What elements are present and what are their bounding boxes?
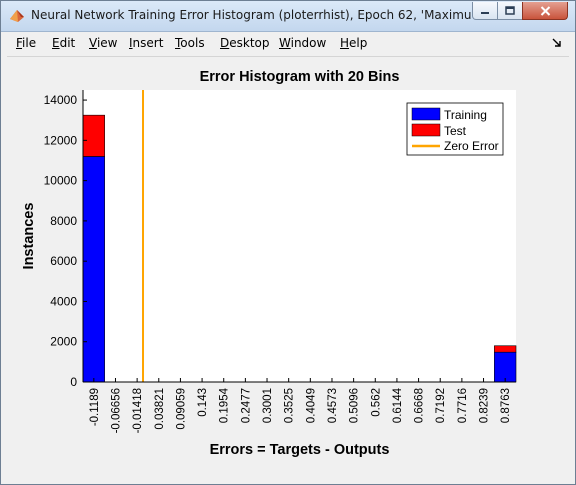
y-tick-label-1: 2000 [50, 335, 77, 349]
x-tick-label-14: 0.6144 [392, 387, 404, 423]
x-tick-label-12: 0.5096 [349, 388, 361, 423]
menu-window[interactable]: Window [279, 36, 327, 50]
legend-label-zero-error: Zero Error [444, 139, 499, 153]
y-tick-label-5: 10000 [44, 174, 78, 188]
y-axis-title: Instances [21, 203, 37, 270]
x-tick-label-0: -0.1189 [89, 388, 101, 426]
x-tick-label-16: 0.7192 [435, 388, 447, 423]
menu-bar: File Edit View Insert Tools Desktop Wind… [7, 32, 569, 55]
y-tick-label-2: 4000 [50, 294, 77, 308]
x-tick-label-11: 0.4573 [327, 388, 339, 423]
maximize-icon [505, 6, 515, 15]
menu-tools-rest: ools [180, 36, 205, 50]
menu-insert[interactable]: Insert [129, 36, 164, 50]
error-histogram-chart: 02000400060008000100001200014000-0.1189-… [21, 69, 517, 458]
menu-desktop-rest: esktop [229, 36, 270, 50]
y-tick-label-7: 14000 [44, 93, 78, 107]
legend-swatch-training [411, 107, 441, 121]
y-tick-label-3: 6000 [50, 254, 77, 268]
menu-file[interactable]: File [16, 36, 37, 50]
bar-training-19 [494, 351, 517, 383]
menu-file-rest: ile [22, 36, 37, 50]
x-tick-label-1: -0.06656 [110, 388, 122, 433]
x-tick-label-13: 0.562 [370, 388, 382, 417]
menu-view[interactable]: View [89, 36, 118, 50]
bar-test-0 [82, 114, 105, 157]
dock-arrow-icon[interactable] [551, 37, 563, 49]
y-tick-label-0: 0 [70, 375, 77, 389]
x-tick-label-10: 0.4049 [305, 388, 317, 423]
x-tick-label-5: 0.143 [197, 388, 209, 417]
close-icon [540, 5, 550, 16]
menu-edit-rest: dit [59, 36, 76, 50]
legend-label-test: Test [444, 124, 467, 138]
figure-canvas: 0 2000 4000 6000 8000 10000 12000 14000 -0.1189-… [7, 56, 569, 480]
x-tick-label-4: 0.09059 [175, 388, 187, 430]
x-tick-label-7: 0.2477 [240, 388, 252, 423]
bar-test-19 [494, 345, 517, 353]
x-tick-label-15: 0.6668 [414, 388, 426, 423]
menu-view-rest: iew [96, 36, 118, 50]
maximize-button[interactable] [497, 2, 523, 20]
title-bar[interactable]: Neural Network Training Error Histogram … [1, 1, 575, 32]
matlab-icon [10, 10, 24, 22]
minimize-button[interactable] [472, 2, 498, 20]
x-tick-label-6: 0.1954 [219, 387, 231, 423]
minimize-icon [481, 11, 489, 14]
legend-label-training: Training [444, 108, 487, 122]
x-tick-label-3: 0.03821 [154, 388, 166, 430]
x-tick-label-19: 0.8763 [500, 388, 512, 423]
legend-swatch-test [411, 123, 441, 137]
menu-tools[interactable]: Tools [175, 36, 205, 50]
x-axis-title: Errors = Targets - Outputs [210, 442, 390, 458]
x-tick-label-8: 0.3001 [262, 388, 274, 423]
y-tick-label-6: 12000 [44, 133, 78, 147]
window-title: Neural Network Training Error Histogram … [31, 8, 471, 22]
chart-title: Error Histogram with 20 Bins [200, 69, 400, 85]
menu-help[interactable]: Help [340, 36, 368, 50]
x-tick-label-17: 0.7716 [457, 388, 469, 423]
bar-training-0 [82, 156, 105, 383]
x-tick-label-9: 0.3525 [284, 388, 296, 423]
menu-window-rest: indow [290, 36, 327, 50]
menu-insert-rest: nsert [132, 36, 164, 50]
y-tick-label-4: 8000 [50, 214, 77, 228]
menu-desktop[interactable]: Desktop [220, 36, 270, 50]
menu-help-rest: elp [349, 36, 368, 50]
close-button[interactable] [522, 2, 568, 20]
x-tick-label-18: 0.8239 [479, 388, 491, 423]
menu-edit[interactable]: Edit [52, 36, 76, 50]
x-tick-label-2: -0.01418 [132, 388, 144, 433]
